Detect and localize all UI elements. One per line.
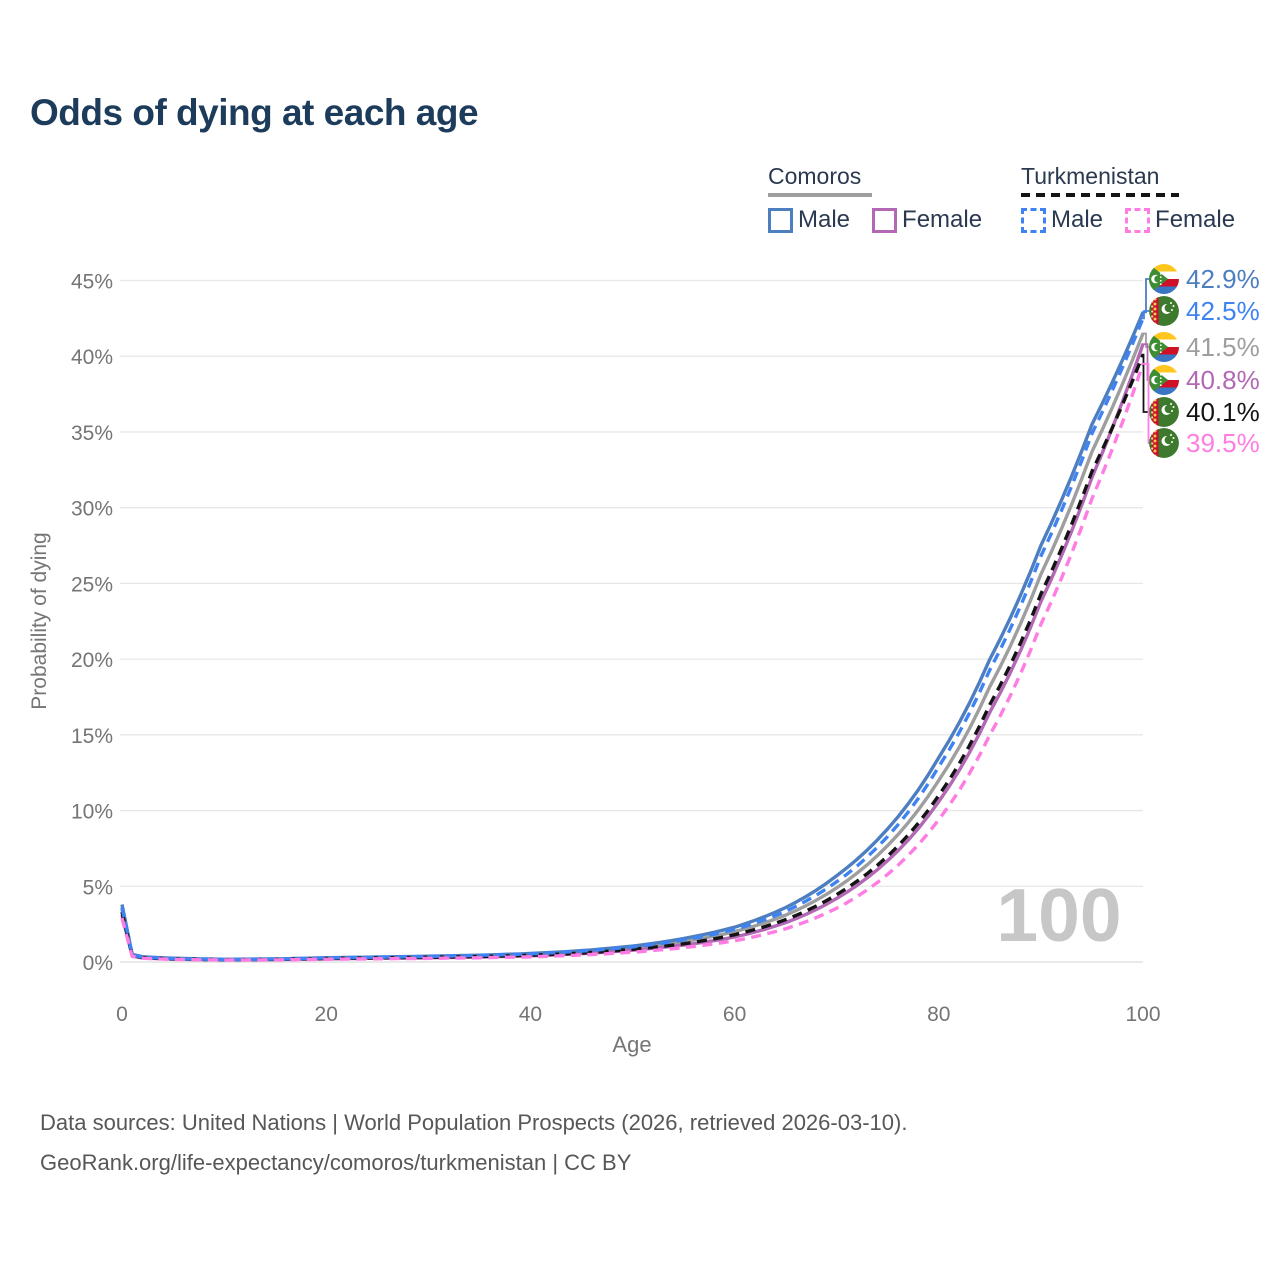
- legend-label-turkmenistan-male: Male: [1051, 206, 1104, 233]
- x-tick-label: 60: [723, 1003, 746, 1026]
- legend-label-comoros-male: Male: [798, 206, 851, 233]
- footer-source-line: Data sources: United Nations | World Pop…: [40, 1110, 908, 1135]
- turkmenistan-flag-icon: [1149, 296, 1179, 326]
- y-tick-label: 10%: [71, 801, 113, 824]
- turkmenistan-male-swatch-icon: [1021, 207, 1046, 233]
- y-tick-label: 25%: [71, 573, 113, 596]
- x-tick-label: 0: [116, 1003, 128, 1026]
- y-tick-label: 40%: [71, 346, 113, 369]
- end-label-value-turkmenistan-female: 39.5%: [1186, 428, 1260, 458]
- comoros-male-swatch-icon: [768, 207, 793, 233]
- turkmenistan-linestyle-sample: [1021, 193, 1179, 197]
- footer-attribution-line: GeoRank.org/life-expectancy/comoros/turk…: [40, 1150, 632, 1175]
- end-label-connector: [1141, 310, 1149, 320]
- comoros-flag-icon: [1149, 264, 1179, 294]
- y-tick-label: 15%: [71, 725, 113, 748]
- end-label-value-comoros-female: 40.8%: [1186, 365, 1260, 395]
- turkmenistan-flag-icon: [1149, 428, 1179, 458]
- x-tick-label: 100: [1125, 1003, 1160, 1026]
- watermark-age-label: 100: [996, 873, 1121, 957]
- comoros-flag-icon: [1149, 332, 1179, 362]
- series-line-comoros-all[interactable]: [120, 332, 1145, 962]
- page-title: Odds of dying at each age: [30, 92, 479, 133]
- legend-group-comoros: Comoros Male Female: [768, 163, 1004, 234]
- legend-label-turkmenistan-female: Female: [1155, 206, 1236, 233]
- legend-heading-turkmenistan: Turkmenistan: [1021, 163, 1160, 189]
- legend-group-turkmenistan: Turkmenistan Male Female: [1021, 163, 1257, 234]
- comoros-female-swatch-icon: [872, 207, 898, 233]
- x-axis-title: Age: [612, 1032, 651, 1057]
- end-label-connector: [1141, 362, 1150, 444]
- turkmenistan-female-swatch-icon: [1125, 207, 1151, 233]
- end-label-value-comoros-all: 41.5%: [1186, 332, 1260, 362]
- x-tick-label: 20: [315, 1003, 338, 1026]
- y-tick-label: 30%: [71, 498, 113, 521]
- comoros-linestyle-sample: [768, 193, 872, 197]
- series-line-comoros-male[interactable]: [120, 311, 1145, 961]
- y-tick-label: 20%: [71, 649, 113, 672]
- series-line-turkmenistan-male[interactable]: [120, 317, 1145, 962]
- series-line-turkmenistan-female[interactable]: [120, 363, 1145, 962]
- end-label-connector: [1141, 278, 1149, 314]
- x-tick-label: 40: [519, 1003, 542, 1026]
- series-line-comoros-female[interactable]: [120, 343, 1145, 962]
- end-label-value-turkmenistan-male: 42.5%: [1186, 296, 1260, 326]
- legend-heading-comoros: Comoros: [768, 163, 862, 189]
- legend-item-comoros-female[interactable]: Female: [872, 206, 982, 234]
- legend-item-comoros-male[interactable]: Male: [768, 206, 850, 234]
- legend-item-turkmenistan-male[interactable]: Male: [1021, 206, 1103, 234]
- turkmenistan-flag-icon: [1149, 397, 1179, 427]
- y-tick-label: 45%: [71, 271, 113, 294]
- y-axis-title: Probability of dying: [28, 532, 51, 709]
- x-tick-label: 80: [927, 1003, 950, 1026]
- end-label-connector: [1141, 353, 1149, 413]
- comoros-flag-icon: [1149, 365, 1179, 395]
- legend-label-comoros-female: Female: [902, 206, 983, 233]
- y-tick-label: 0%: [83, 952, 113, 975]
- end-label-value-comoros-male: 42.9%: [1186, 264, 1260, 294]
- legend-item-turkmenistan-female[interactable]: Female: [1125, 206, 1235, 234]
- end-label-value-turkmenistan-all: 40.1%: [1186, 397, 1260, 427]
- y-tick-label: 35%: [71, 422, 113, 445]
- y-tick-label: 5%: [83, 876, 113, 899]
